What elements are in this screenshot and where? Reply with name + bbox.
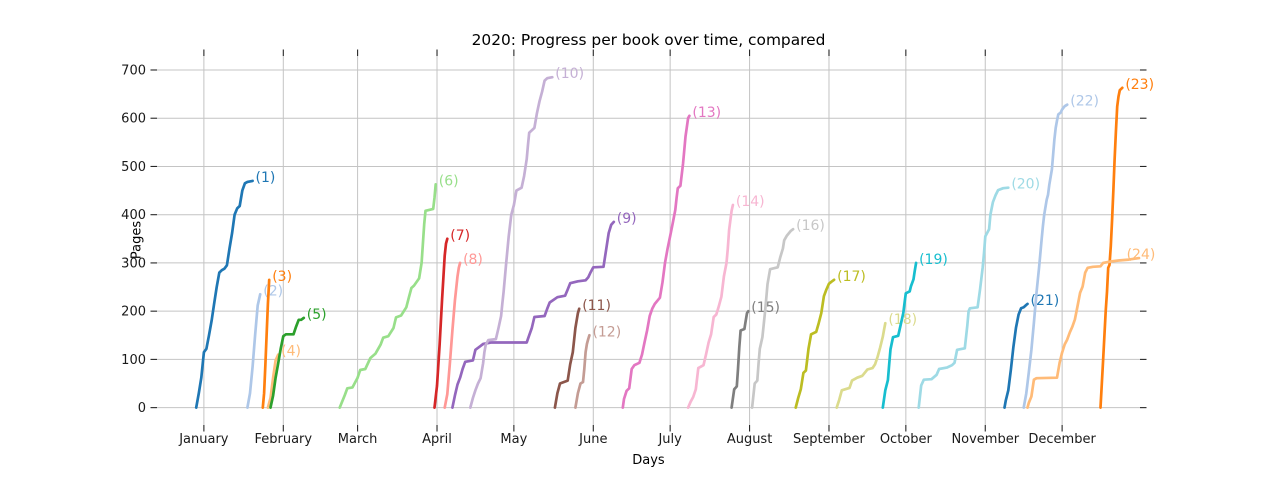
series-label-1: (1) — [256, 170, 276, 186]
series-line-22 — [1022, 103, 1069, 409]
y-tick-label: 200 — [121, 305, 146, 320]
series-label-24: (24) — [1127, 247, 1156, 263]
series-line-13 — [621, 114, 691, 409]
series-label-5: (5) — [307, 307, 327, 323]
series-label-14: (14) — [736, 194, 765, 210]
series-label-6: (6) — [439, 173, 459, 189]
y-tick-label: 0 — [138, 401, 146, 416]
series-line-6 — [338, 182, 438, 409]
series-line-18 — [835, 321, 887, 409]
series-label-17: (17) — [837, 269, 866, 285]
y-tick-label: 500 — [121, 160, 146, 175]
series-label-7: (7) — [450, 228, 470, 244]
series-line-5 — [269, 316, 306, 409]
series-line-10 — [468, 75, 554, 409]
series-label-12: (12) — [592, 324, 621, 340]
series-line-3 — [261, 278, 271, 409]
series-label-9: (9) — [617, 211, 637, 227]
x-tick-label: April — [422, 432, 452, 447]
y-tick-label: 700 — [121, 63, 146, 78]
x-tick-label: August — [727, 432, 773, 447]
x-tick-label: July — [657, 432, 682, 447]
series-label-23: (23) — [1125, 77, 1154, 93]
series-label-2: (2) — [263, 283, 283, 299]
x-tick-label: January — [178, 432, 229, 447]
series-label-4: (4) — [281, 344, 301, 360]
y-tick-label: 400 — [121, 208, 146, 223]
series-line-24 — [1026, 256, 1141, 409]
y-tick-label: 300 — [121, 256, 146, 271]
x-tick-label: November — [951, 432, 1019, 447]
series-line-7 — [433, 237, 449, 409]
series-label-13: (13) — [692, 105, 721, 121]
series-label-10: (10) — [555, 66, 584, 82]
series-label-3: (3) — [272, 269, 292, 285]
y-axis-title: Pages — [129, 220, 145, 260]
series-line-14 — [686, 203, 735, 409]
series-line-20 — [917, 186, 1010, 409]
y-tick-label: 600 — [121, 112, 146, 127]
chart-title: 2020: Progress per book over time, compa… — [471, 31, 826, 49]
x-tick-label: February — [254, 432, 312, 447]
x-tick-label: March — [338, 432, 378, 447]
series-line-11 — [553, 307, 581, 409]
x-tick-label: September — [793, 432, 866, 447]
series-line-21 — [1003, 302, 1029, 409]
series-label-8: (8) — [463, 252, 483, 268]
x-axis-title: Days — [632, 453, 665, 468]
series-label-16: (16) — [796, 218, 825, 234]
x-tick-label: June — [578, 432, 607, 447]
x-tick-label: October — [880, 432, 933, 447]
series-label-21: (21) — [1031, 293, 1060, 309]
series-label-22: (22) — [1070, 94, 1099, 110]
series-label-20: (20) — [1011, 177, 1040, 193]
series-line-23 — [1099, 86, 1124, 409]
series-line-2 — [246, 292, 262, 409]
series-line-12 — [574, 333, 591, 409]
series-line-1 — [194, 179, 254, 409]
series-label-11: (11) — [582, 298, 611, 314]
series-line-9 — [451, 220, 616, 409]
y-tick-label: 100 — [121, 353, 146, 368]
series-line-15 — [730, 309, 750, 409]
series-line-4 — [266, 353, 280, 409]
x-tick-label: May — [500, 432, 527, 447]
series-line-19 — [881, 261, 918, 409]
series-line-17 — [794, 278, 836, 409]
series-line-16 — [750, 227, 795, 409]
series-line-8 — [443, 261, 462, 409]
x-tick-label: December — [1028, 432, 1096, 447]
series-label-19: (19) — [919, 252, 948, 268]
